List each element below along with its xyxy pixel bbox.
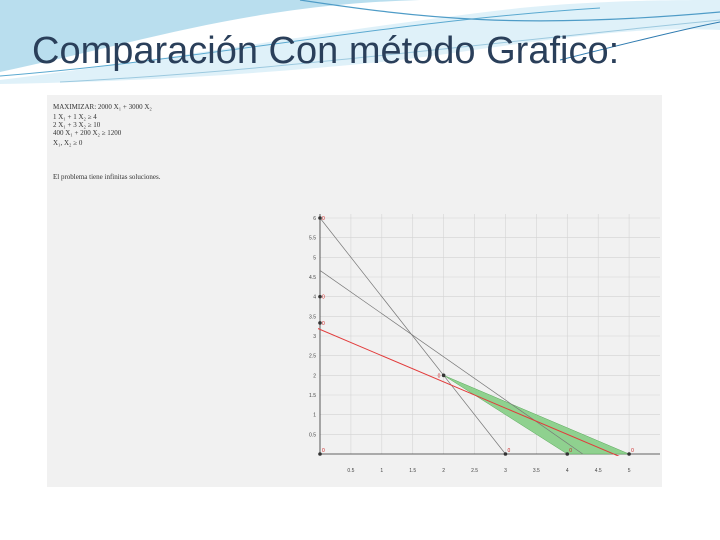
x-tick-label: 4.5: [595, 468, 602, 474]
objective-line: [318, 328, 620, 456]
objective-text: MAXIMIZAR: 2000 X₁ + 3000 X₂: [53, 103, 152, 111]
x-tick-label: 5: [628, 468, 631, 474]
vertex-label: 0: [507, 448, 510, 454]
feasible-region: [443, 375, 630, 455]
y-tick-label: 2.5: [309, 354, 316, 360]
y-tick-label: 6: [313, 216, 316, 222]
constraint-line: [319, 217, 506, 455]
x-tick-label: 3: [504, 468, 507, 474]
x-tick-label: 1.5: [409, 468, 416, 474]
y-tick-label: 4: [313, 295, 316, 301]
y-tick-label: 2: [313, 373, 316, 379]
header-swoosh-decoration: [0, 0, 720, 84]
vertex-point: [441, 373, 446, 378]
constraint-line: [319, 270, 583, 455]
vertex-point: [318, 216, 322, 220]
y-tick-label: 5: [313, 255, 316, 261]
vertex-point: [318, 452, 322, 456]
result-text: El problema tiene infinitas soluciones.: [53, 173, 161, 181]
constraint-1: 1 X₁ + 1 X₂ ≥ 4: [53, 113, 97, 121]
x-tick-label: 4: [566, 468, 569, 474]
vertex-point: [318, 321, 322, 325]
x-tick-label: 2: [442, 468, 445, 474]
software-screenshot: MAXIMIZAR: 2000 X₁ + 3000 X₂ 1 X₁ + 1 X₂…: [47, 95, 662, 487]
vertex-label: 0: [322, 321, 325, 327]
y-tick-label: 4.5: [309, 275, 316, 281]
vertex-point: [565, 452, 570, 456]
y-tick-label: 5.5: [309, 236, 316, 242]
vertex-label: 0: [322, 295, 325, 301]
x-tick-label: 0.5: [347, 468, 354, 474]
vertex-point: [318, 294, 322, 299]
vertex-label: 0: [569, 448, 572, 454]
constraint-4: X₁, X₂ ≥ 0: [53, 139, 83, 147]
y-tick-label: 3: [313, 334, 316, 340]
x-tick-label: 3.5: [533, 468, 540, 474]
vertex-label: 0: [438, 373, 441, 379]
y-tick-label: 1.5: [309, 393, 316, 399]
slide-title: Comparación Con método Grafico:: [32, 30, 620, 72]
vertex-label: 0: [322, 448, 325, 454]
x-tick-label: 2.5: [471, 468, 478, 474]
y-tick-label: 1: [313, 413, 316, 419]
x-tick-label: 1: [380, 468, 383, 474]
lp-graph: 0.5 1 1.5 2 2.5 3 3.5 4 4.5 5 0.5 1 1.5 2 2.5 3 3.5 4 4.5 5…: [309, 214, 660, 474]
vertex-point: [503, 452, 508, 456]
constraint-2: 2 X₁ + 3 X₂ ≥ 10: [53, 121, 101, 129]
vertex-label: 0: [631, 448, 634, 454]
y-tick-label: 0.5: [309, 432, 316, 438]
vertex-label: 0: [322, 216, 325, 222]
vertex-point: [627, 452, 631, 456]
y-tick-label: 3.5: [309, 314, 316, 320]
constraint-3: 400 X₁ + 200 X₂ ≥ 1200: [53, 129, 122, 137]
